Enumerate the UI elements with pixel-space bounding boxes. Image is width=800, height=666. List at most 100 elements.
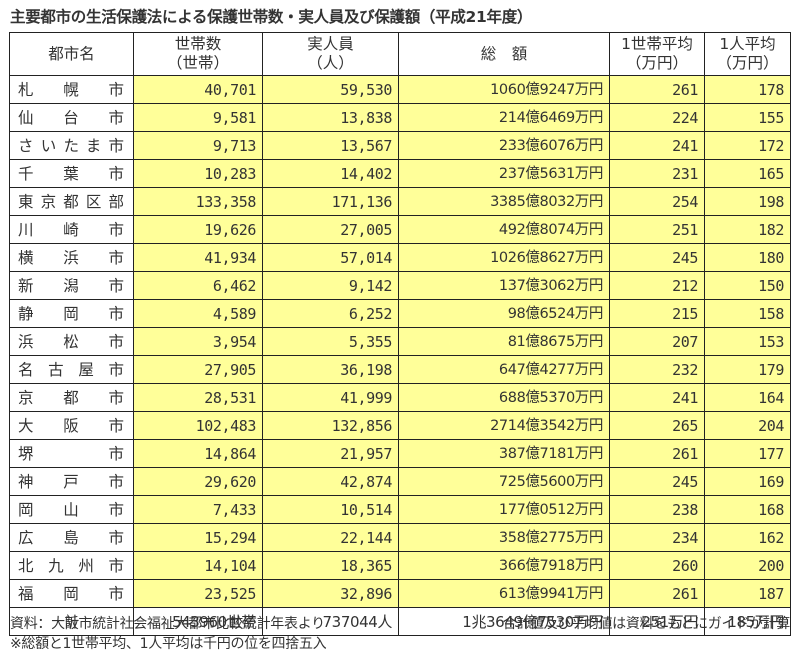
table-row: 名古屋市 27,905 36,198 647億4277万円 232 179 bbox=[9, 355, 791, 384]
per-household-value: 245 bbox=[609, 243, 705, 272]
table-row: 横浜市 41,934 57,014 1026億8627万円 245 180 bbox=[9, 243, 791, 272]
persons-value: 14,402 bbox=[262, 159, 399, 188]
total-row: 計 543960世帯 737044人 1兆3649億7530万円 251万円 1… bbox=[9, 607, 791, 636]
amount-value: 1060億9247万円 bbox=[398, 75, 610, 104]
per-person-value: 187 bbox=[704, 579, 791, 608]
header-persons-label: 実人員 bbox=[307, 35, 354, 53]
total-per-household: 251万円 bbox=[609, 607, 705, 636]
persons-value: 5,355 bbox=[262, 327, 399, 356]
households-value: 19,626 bbox=[133, 215, 263, 244]
per-person-value: 182 bbox=[704, 215, 791, 244]
per-household-value: 207 bbox=[609, 327, 705, 356]
city-name: 岡山市 bbox=[9, 495, 134, 524]
city-name: 川崎市 bbox=[9, 215, 134, 244]
city-name: 東京都区部 bbox=[9, 187, 134, 216]
persons-value: 32,896 bbox=[262, 579, 399, 608]
table-row: 千葉市 10,283 14,402 237億5631万円 231 165 bbox=[9, 159, 791, 188]
table-row: 広島市 15,294 22,144 358億2775万円 234 162 bbox=[9, 523, 791, 552]
per-household-value: 261 bbox=[609, 75, 705, 104]
per-household-value: 260 bbox=[609, 551, 705, 580]
header-households-label: 世帯数 bbox=[174, 35, 222, 53]
households-value: 102,483 bbox=[133, 411, 263, 440]
amount-value: 3385億8032万円 bbox=[398, 187, 610, 216]
households-value: 14,104 bbox=[133, 551, 263, 580]
per-person-value: 198 bbox=[704, 187, 791, 216]
table-row: 札幌市 40,701 59,530 1060億9247万円 261 178 bbox=[9, 75, 791, 104]
persons-value: 41,999 bbox=[262, 383, 399, 412]
persons-value: 27,005 bbox=[262, 215, 399, 244]
city-name: 名古屋市 bbox=[9, 355, 134, 384]
per-household-value: 241 bbox=[609, 383, 705, 412]
footnotes: 資料：大阪市統計社会福祉大都市比較統計年表より 合計値及び平均値は資料をもとにガ… bbox=[10, 614, 790, 654]
amount-value: 2714億3542万円 bbox=[398, 411, 610, 440]
city-name: 京都市 bbox=[9, 383, 134, 412]
footnote-line-1: 資料：大阪市統計社会福祉大都市比較統計年表より 合計値及び平均値は資料をもとにガ… bbox=[10, 614, 790, 634]
per-person-value: 162 bbox=[704, 523, 791, 552]
per-person-value: 169 bbox=[704, 467, 791, 496]
table-row: 大阪市 102,483 132,856 2714億3542万円 265 204 bbox=[9, 411, 791, 440]
amount-value: 366億7918万円 bbox=[398, 551, 610, 580]
table-row: さいたま市 9,713 13,567 233億6076万円 241 172 bbox=[9, 131, 791, 160]
households-value: 9,581 bbox=[133, 103, 263, 132]
persons-value: 132,856 bbox=[262, 411, 399, 440]
table-row: 岡山市 7,433 10,514 177億0512万円 238 168 bbox=[9, 495, 791, 524]
per-person-value: 180 bbox=[704, 243, 791, 272]
per-person-value: 179 bbox=[704, 355, 791, 384]
households-value: 23,525 bbox=[133, 579, 263, 608]
per-household-value: 251 bbox=[609, 215, 705, 244]
amount-value: 177億0512万円 bbox=[398, 495, 610, 524]
total-label: 計 bbox=[9, 607, 134, 636]
persons-value: 10,514 bbox=[262, 495, 399, 524]
total-per-person: 185万円 bbox=[704, 607, 791, 636]
per-person-value: 178 bbox=[704, 75, 791, 104]
amount-value: 98億6524万円 bbox=[398, 299, 610, 328]
welfare-table: 都市名 世帯数 （世帯） 実人員 （人） 総 額 1世帯平均 （万円） 1人平均… bbox=[9, 32, 791, 636]
households-value: 28,531 bbox=[133, 383, 263, 412]
persons-value: 18,365 bbox=[262, 551, 399, 580]
city-name: 大阪市 bbox=[9, 411, 134, 440]
city-name: 仙台市 bbox=[9, 103, 134, 132]
city-name: 広島市 bbox=[9, 523, 134, 552]
header-households-unit: （世帯） bbox=[166, 54, 229, 72]
households-value: 3,954 bbox=[133, 327, 263, 356]
city-name: 新潟市 bbox=[9, 271, 134, 300]
amount-value: 233億6076万円 bbox=[398, 131, 610, 160]
total-persons: 737044人 bbox=[262, 607, 399, 636]
header-row: 都市名 世帯数 （世帯） 実人員 （人） 総 額 1世帯平均 （万円） 1人平均… bbox=[9, 32, 791, 76]
per-person-value: 164 bbox=[704, 383, 791, 412]
table-row: 福岡市 23,525 32,896 613億9941万円 261 187 bbox=[9, 579, 791, 608]
city-name: さいたま市 bbox=[9, 131, 134, 160]
households-value: 41,934 bbox=[133, 243, 263, 272]
per-household-value: 261 bbox=[609, 579, 705, 608]
per-household-value: 254 bbox=[609, 187, 705, 216]
per-person-value: 200 bbox=[704, 551, 791, 580]
header-persons: 実人員 （人） bbox=[262, 32, 399, 76]
header-per-household-unit: （万円） bbox=[625, 54, 688, 72]
households-value: 40,701 bbox=[133, 75, 263, 104]
persons-value: 36,198 bbox=[262, 355, 399, 384]
header-per-household-label: 1世帯平均 bbox=[621, 35, 693, 53]
city-name: 堺市 bbox=[9, 439, 134, 468]
per-household-value: 231 bbox=[609, 159, 705, 188]
per-person-value: 177 bbox=[704, 439, 791, 468]
table-row: 堺市 14,864 21,957 387億7181万円 261 177 bbox=[9, 439, 791, 468]
amount-value: 647億4277万円 bbox=[398, 355, 610, 384]
city-name: 静岡市 bbox=[9, 299, 134, 328]
amount-value: 1026億8627万円 bbox=[398, 243, 610, 272]
table-row: 神戸市 29,620 42,874 725億5600万円 245 169 bbox=[9, 467, 791, 496]
header-per-person-label: 1人平均 bbox=[719, 35, 776, 53]
header-city: 都市名 bbox=[9, 32, 134, 76]
header-households: 世帯数 （世帯） bbox=[133, 32, 263, 76]
per-household-value: 215 bbox=[609, 299, 705, 328]
header-per-person: 1人平均 （万円） bbox=[704, 32, 791, 76]
table-row: 京都市 28,531 41,999 688億5370万円 241 164 bbox=[9, 383, 791, 412]
persons-value: 22,144 bbox=[262, 523, 399, 552]
households-value: 4,589 bbox=[133, 299, 263, 328]
page-title: 主要都市の生活保護法による保護世帯数・実人員及び保護額（平成21年度） bbox=[10, 8, 533, 26]
per-person-value: 165 bbox=[704, 159, 791, 188]
header-persons-unit: （人） bbox=[307, 54, 354, 72]
total-amount: 1兆3649億7530万円 bbox=[398, 607, 610, 636]
households-value: 29,620 bbox=[133, 467, 263, 496]
per-person-value: 158 bbox=[704, 299, 791, 328]
amount-value: 725億5600万円 bbox=[398, 467, 610, 496]
